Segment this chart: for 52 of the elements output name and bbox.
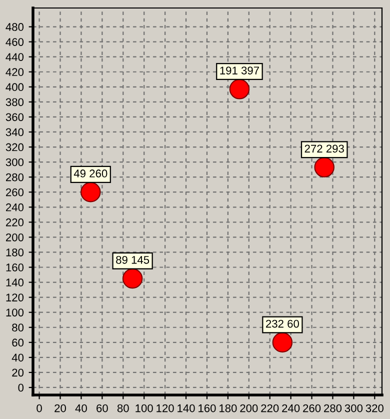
y-tick-label: 20	[12, 368, 24, 377]
x-tick-label: 60	[96, 404, 108, 412]
x-tick-label: 320	[366, 404, 384, 412]
y-tick-label: 100	[6, 308, 24, 316]
point	[314, 157, 334, 178]
annotation: 49 260	[74, 170, 108, 178]
annotation: 89 145	[116, 256, 150, 264]
y-tick-label: 200	[6, 233, 24, 242]
y-tick-label: 320	[6, 143, 24, 152]
y-tick-label: 400	[6, 83, 24, 92]
x-tick-label: 100	[136, 404, 153, 412]
y-tick-label: 280	[6, 173, 24, 182]
x-tick-label: 140	[178, 404, 195, 412]
point	[122, 268, 143, 289]
y-tick-label: 0	[18, 384, 24, 392]
annotation: 272 293	[304, 144, 344, 153]
y-tick-label: 240	[6, 203, 24, 212]
y-tick-label: 380	[6, 98, 24, 106]
y-tick-label: 180	[6, 248, 24, 256]
y-tick-label: 340	[6, 128, 24, 136]
y-tick-label: 140	[6, 278, 24, 286]
annotation: 232 60	[266, 320, 299, 328]
x-tick-label: 260	[303, 404, 321, 412]
x-tick-label: 280	[324, 404, 342, 412]
point	[80, 182, 101, 202]
y-tick-label: 360	[6, 113, 24, 122]
y-tick-label: 480	[6, 23, 24, 31]
y-tick-label: 440	[6, 53, 24, 61]
y-tick-label: 160	[6, 264, 24, 272]
x-tick-label: 0	[36, 404, 42, 412]
y-tick-label: 260	[6, 188, 24, 196]
y-tick-label: 60	[12, 338, 24, 347]
y-tick-label: 40	[12, 354, 24, 362]
x-tick-label: 300	[344, 404, 363, 412]
point	[229, 79, 250, 100]
x-tick-label: 20	[54, 404, 66, 412]
annotation: 191 397	[220, 66, 259, 74]
y-tick-label: 220	[6, 218, 24, 226]
x-tick-label: 240	[282, 404, 300, 412]
x-tick-label: 120	[156, 404, 174, 412]
y-tick-label: 460	[6, 38, 24, 46]
x-tick-label: 40	[75, 404, 87, 412]
y-tick-label: 300	[6, 158, 24, 166]
x-tick-label: 80	[117, 404, 129, 412]
x-tick-label: 180	[220, 404, 237, 412]
y-tick-label: 120	[6, 294, 24, 302]
point	[272, 332, 293, 353]
y-tick-label: 80	[12, 324, 24, 332]
y-tick-label: 420	[6, 68, 24, 76]
x-tick-label: 160	[198, 404, 216, 412]
x-tick-label: 200	[240, 404, 258, 412]
x-tick-label: 220	[261, 404, 279, 412]
